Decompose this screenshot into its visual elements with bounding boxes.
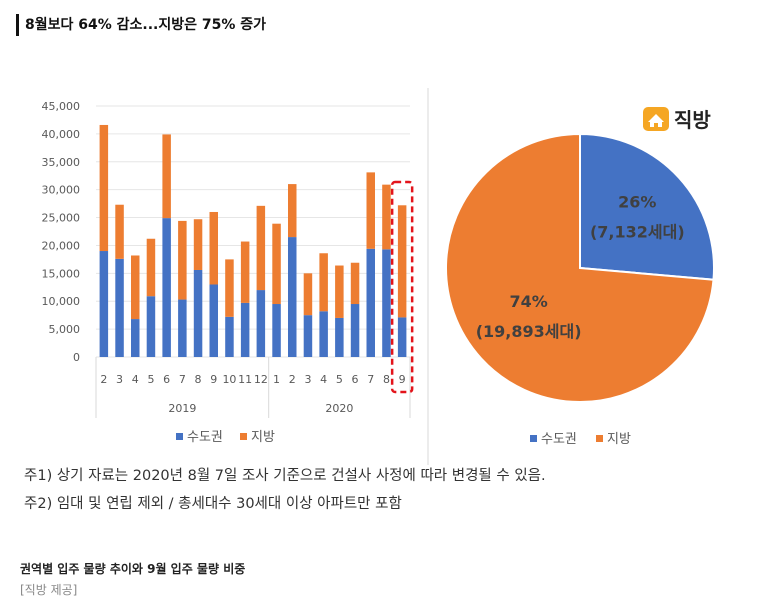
bar-capital — [162, 218, 171, 357]
bar-capital — [99, 251, 109, 357]
bar-regional — [397, 205, 407, 318]
y-tick-label: 20,000 — [42, 239, 81, 252]
bar-regional — [335, 265, 344, 318]
pie-value-label: (19,893세대) — [476, 322, 582, 341]
legend-swatch — [176, 433, 183, 440]
legend-swatch — [530, 435, 537, 442]
bar-capital — [272, 304, 281, 357]
footnote-2: 주2) 임대 및 연립 제외 / 총세대수 30세대 이상 아파트만 포함 — [24, 496, 402, 512]
bar-capital — [225, 316, 234, 357]
legend-label: 수도권 — [541, 432, 577, 447]
x-tick-label: 10 — [222, 373, 236, 386]
y-tick-label: 25,000 — [42, 212, 81, 225]
x-tick-label: 2 — [100, 373, 107, 386]
highlight-box — [390, 180, 414, 394]
bar-regional — [146, 238, 156, 297]
bar-regional — [209, 211, 218, 285]
x-group-label: 2020 — [325, 402, 353, 415]
y-tick-label: 30,000 — [42, 184, 81, 197]
bar-capital — [288, 237, 297, 357]
brand-logo: 직방 — [643, 107, 711, 132]
legend-swatch — [596, 435, 603, 442]
bar-regional — [319, 253, 328, 312]
footnote-1: 주1) 상기 자료는 2020년 8월 7일 조사 기준으로 건설사 사정에 따… — [24, 468, 546, 484]
bar-regional — [382, 184, 391, 250]
x-tick-label: 5 — [336, 373, 343, 386]
y-tick-label: 5,000 — [49, 323, 81, 336]
x-tick-label: 7 — [367, 373, 374, 386]
pie-value-label: (7,132세대) — [590, 222, 685, 241]
bar-capital — [303, 315, 313, 357]
y-tick-label: 10,000 — [42, 295, 81, 308]
x-tick-label: 1 — [273, 373, 280, 386]
x-tick-label: 6 — [163, 373, 170, 386]
x-tick-label: 9 — [210, 373, 217, 386]
legend-label: 수도권 — [187, 430, 223, 445]
brand-logo-text: 직방 — [674, 108, 711, 132]
x-tick-label: 8 — [195, 373, 202, 386]
y-tick-label: 15,000 — [42, 267, 81, 280]
pie-slice — [579, 132, 715, 281]
bar-regional — [350, 262, 360, 305]
pie-chart-panel: 26% (7,132세대) 74% (19,893세대) 수도권 지방 — [445, 132, 715, 447]
legend-swatch — [240, 433, 247, 440]
bar-capital — [350, 304, 360, 357]
house-logo-icon — [643, 107, 669, 131]
y-tick-label: 35,000 — [42, 156, 81, 169]
x-group-label: 2019 — [168, 402, 196, 415]
x-tick-label: 4 — [320, 373, 327, 386]
x-tick-label: 9 — [399, 373, 406, 386]
x-tick-label: 7 — [179, 373, 186, 386]
bar-capital — [131, 319, 140, 357]
bar-regional — [162, 134, 171, 219]
bar-capital — [178, 299, 187, 357]
y-tick-label: 45,000 — [42, 100, 81, 113]
bar-regional — [99, 124, 109, 252]
x-tick-label: 11 — [238, 373, 252, 386]
bar-regional — [225, 259, 234, 317]
chart-figure: 45,00040,00035,00030,00025,00020,00015,0… — [42, 88, 715, 465]
y-tick-label: 0 — [73, 351, 80, 364]
bar-capital — [146, 296, 156, 357]
y-tick-label: 40,000 — [42, 128, 81, 141]
bar-regional — [193, 219, 203, 270]
legend-label: 지방 — [251, 430, 275, 445]
bar-capital — [209, 284, 218, 357]
bar-regional — [303, 273, 313, 316]
bar-regional — [178, 220, 187, 300]
x-tick-label: 8 — [383, 373, 390, 386]
bar-capital — [397, 317, 407, 357]
bar-regional — [240, 241, 250, 303]
image-credit: [직방 제공] — [20, 583, 78, 597]
bar-capital — [319, 311, 328, 357]
pie-percent-label: 74% — [509, 292, 547, 311]
x-tick-label: 3 — [116, 373, 123, 386]
bar-regional — [366, 172, 375, 249]
x-tick-label: 4 — [132, 373, 139, 386]
footnotes: 주1) 상기 자료는 2020년 8월 7일 조사 기준으로 건설사 사정에 따… — [24, 462, 546, 518]
headline: 8월보다 64% 감소...지방은 75% 증가 — [16, 14, 266, 36]
x-tick-label: 2 — [289, 373, 296, 386]
legend-label: 지방 — [607, 432, 631, 447]
x-tick-label: 12 — [254, 373, 268, 386]
x-tick-label: 5 — [147, 373, 154, 386]
bar-capital — [240, 302, 250, 357]
bar-capital — [115, 258, 124, 357]
pie-slice — [445, 132, 715, 403]
bar-capital — [193, 269, 203, 357]
bar-chart-panel: 45,00040,00035,00030,00025,00020,00015,0… — [42, 100, 414, 445]
bar-regional — [288, 184, 297, 238]
bar-regional — [272, 223, 281, 305]
bar-regional — [115, 204, 124, 259]
bar-capital — [382, 249, 391, 357]
x-tick-label: 6 — [352, 373, 359, 386]
bar-regional — [256, 205, 266, 291]
image-caption: 권역별 입주 물량 추이와 9월 입주 물량 비중 — [20, 562, 246, 576]
bar-capital — [335, 317, 344, 357]
pie-percent-label: 26% — [618, 192, 656, 211]
bar-capital — [366, 248, 375, 357]
x-tick-label: 3 — [304, 373, 311, 386]
bar-capital — [256, 290, 266, 357]
bar-regional — [131, 255, 140, 320]
